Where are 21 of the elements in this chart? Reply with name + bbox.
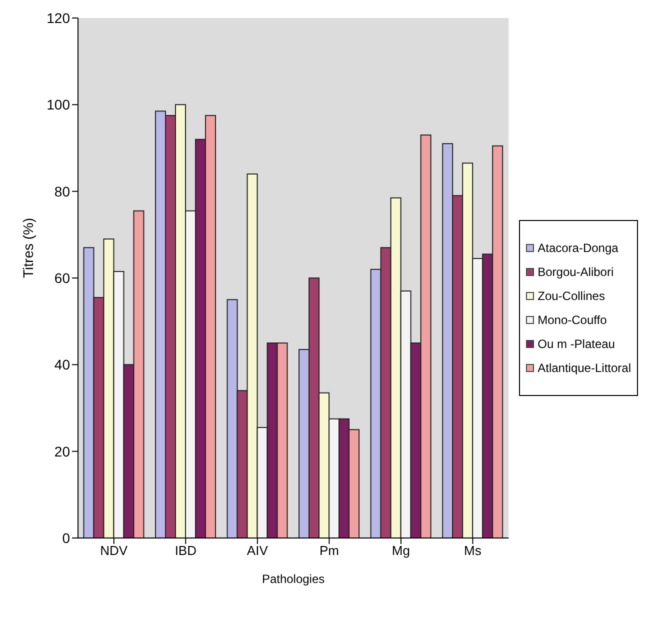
x-tick-label: IBD xyxy=(174,543,196,558)
y-tick-label: 0 xyxy=(62,530,70,546)
legend-label: Atlantique-Littoral xyxy=(538,361,631,375)
legend-label: Borgou-Alibori xyxy=(538,265,614,279)
x-tick-label: Mg xyxy=(392,543,410,558)
x-tick-label: NDV xyxy=(100,543,128,558)
y-tick-label: 40 xyxy=(54,356,70,373)
legend-label: Zou-Collines xyxy=(538,289,605,303)
y-tick-label: 20 xyxy=(54,443,70,460)
legend-label: Atacora-Donga xyxy=(538,241,618,255)
y-tick-label: 80 xyxy=(54,183,70,200)
legend-label: Mono-Couffo xyxy=(538,313,607,327)
y-tick-label: 120 xyxy=(46,10,70,26)
x-axis-title: Pathologies xyxy=(262,572,325,586)
y-tick-label: 100 xyxy=(46,96,70,113)
x-tick-label: Pm xyxy=(319,543,339,558)
y-axis-title: Titres (%) xyxy=(20,218,36,278)
y-tick-label: 60 xyxy=(54,270,70,286)
x-tick-label: AIV xyxy=(246,543,268,558)
legend-label: Ou m -Plateau xyxy=(538,337,615,351)
x-tick-label: Ms xyxy=(464,543,482,558)
